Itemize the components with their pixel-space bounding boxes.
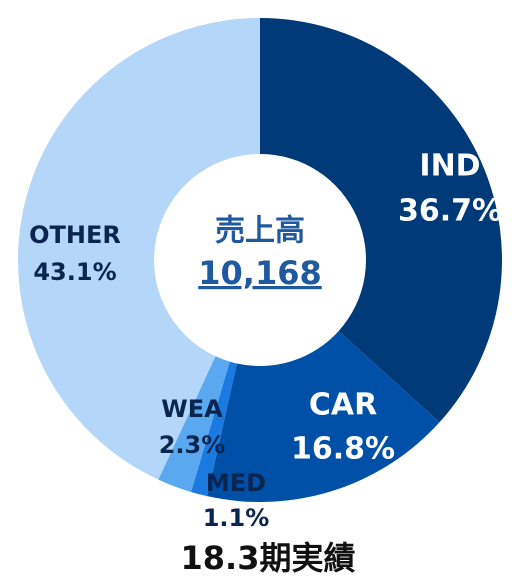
slice-name: CAR <box>309 388 377 423</box>
chart-title: 18.3期実績 <box>181 539 356 577</box>
slice <box>260 18 502 423</box>
slice-name: IND <box>419 149 480 184</box>
slice-value-label: 43.1% <box>33 258 116 286</box>
slice <box>158 356 230 492</box>
slice-name: MED <box>206 469 266 497</box>
center-value[interactable]: 10,168 <box>198 254 321 292</box>
center-label: 売上高 <box>215 214 305 249</box>
slice-name: WEA <box>161 395 223 423</box>
slice <box>207 331 440 502</box>
slice <box>17 18 260 480</box>
slice-value-label: 36.7% <box>398 194 502 229</box>
slice-name: OTHER <box>29 221 121 249</box>
slices <box>17 18 502 502</box>
slice <box>191 361 237 497</box>
slice-value-label: 2.3% <box>159 431 226 459</box>
slice-value-label: 1.1% <box>203 504 270 532</box>
slice-value-label: 16.8% <box>291 432 395 467</box>
